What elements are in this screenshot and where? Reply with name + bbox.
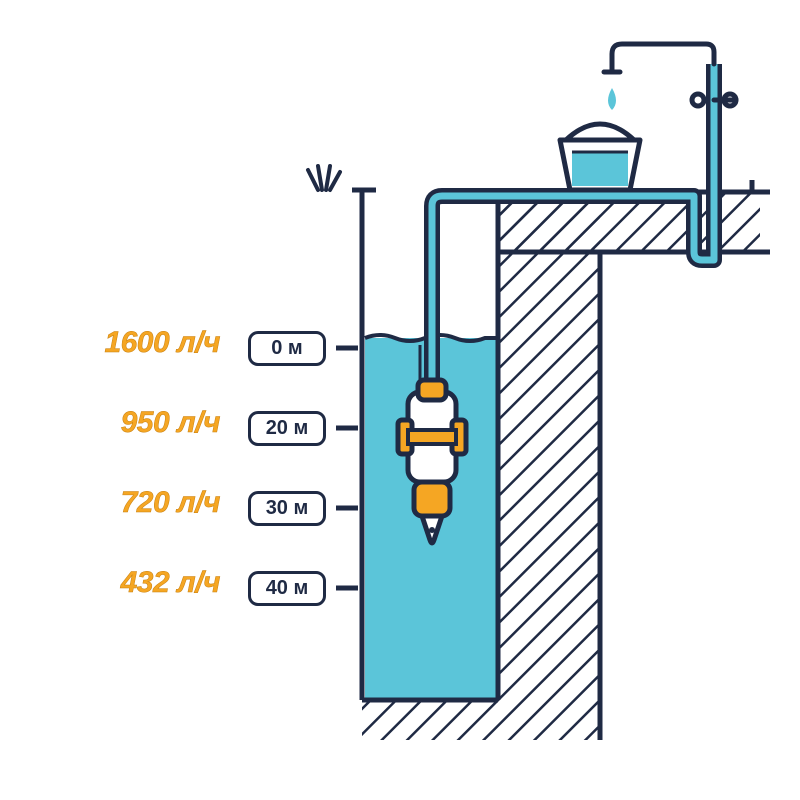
depth-label-0: 0 м <box>248 331 326 366</box>
infographic-canvas: 1600 л/ч 950 л/ч 720 л/ч 432 л/ч 0 м 20 … <box>0 0 800 800</box>
depth-label-2: 30 м <box>248 491 326 526</box>
flow-rate-2: 720 л/ч <box>121 486 220 520</box>
depth-label-1: 20 м <box>248 411 326 446</box>
flow-rate-0: 1600 л/ч <box>104 326 220 360</box>
flow-rate-1: 950 л/ч <box>121 406 220 440</box>
flow-rate-3: 432 л/ч <box>121 566 220 600</box>
depth-label-3: 40 м <box>248 571 326 606</box>
diagram-svg <box>0 0 800 800</box>
